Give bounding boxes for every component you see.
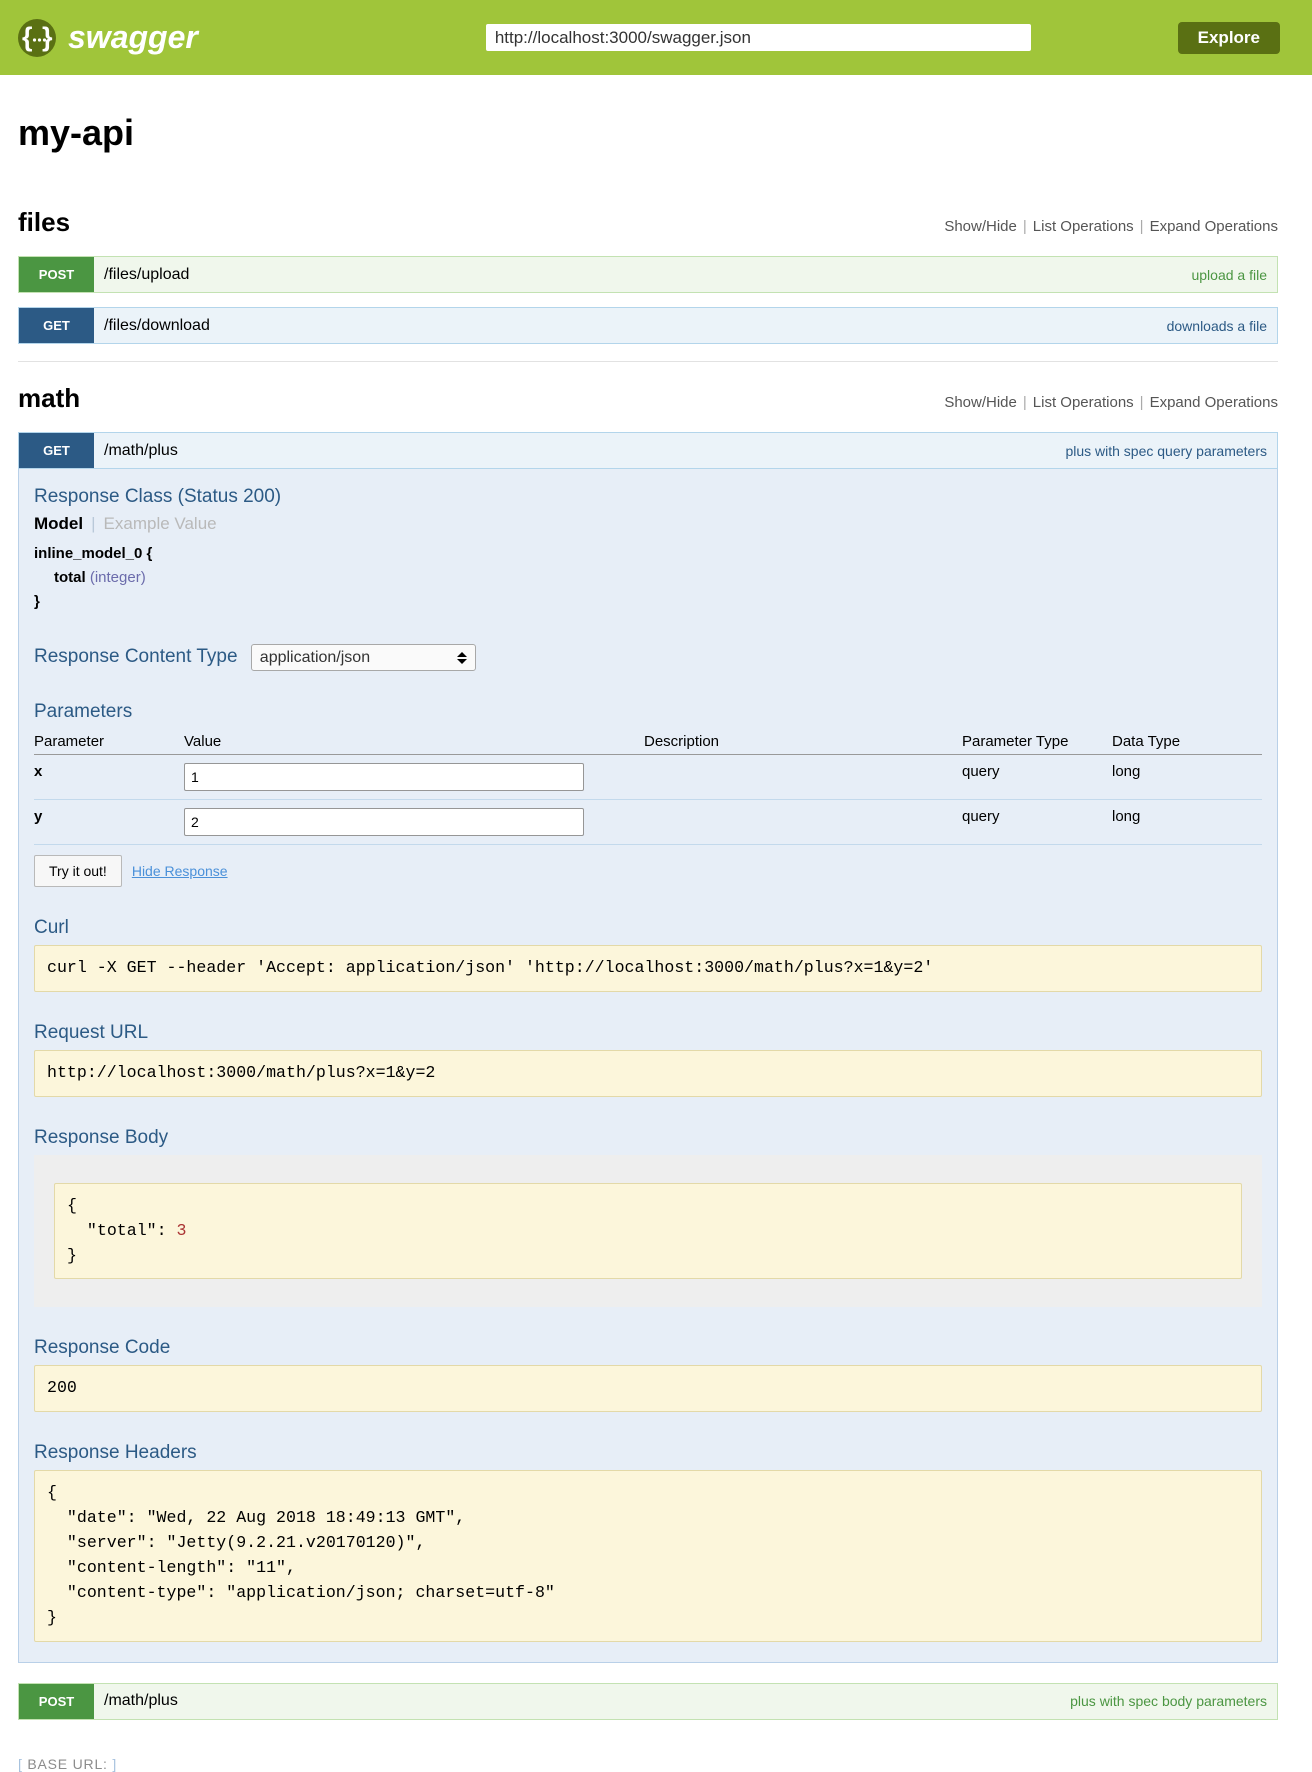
svg-text:{: { <box>22 22 33 52</box>
svg-text:}: } <box>42 22 53 52</box>
